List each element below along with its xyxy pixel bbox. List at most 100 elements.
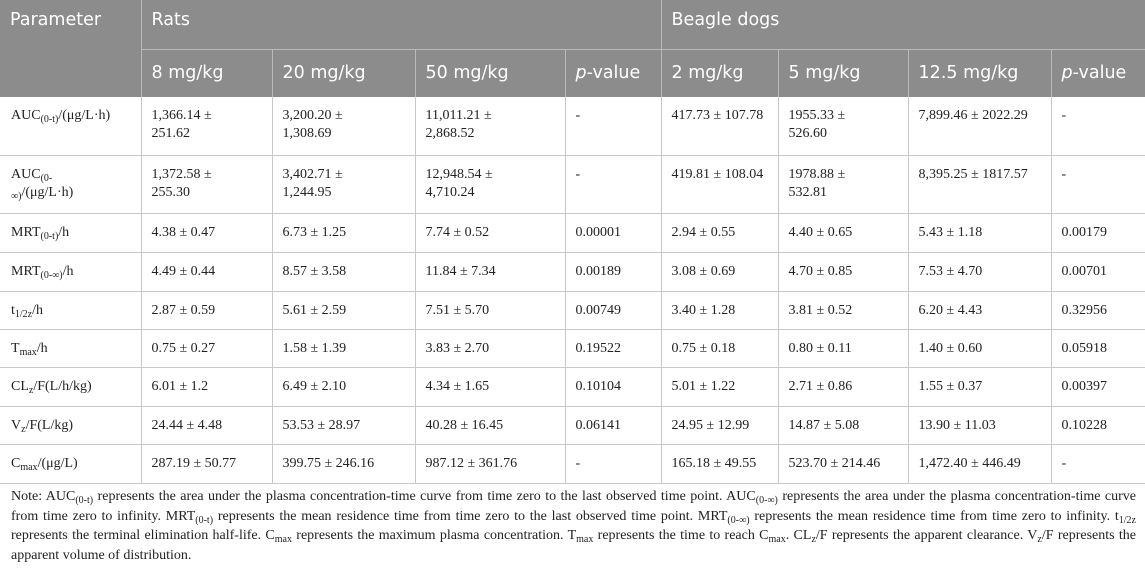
pvalue-cell: 0.00001	[565, 213, 662, 253]
value-cell: 987.12 ± 361.76	[415, 444, 566, 484]
table-row-half-life: t1/2z/h 2.87 ± 0.59 5.61 ± 2.59 7.51 ± 5…	[0, 291, 1145, 330]
value-cell: 3.81 ± 0.52	[778, 291, 909, 330]
value-cell: 24.44 ± 4.48	[141, 406, 273, 445]
table-row-mrt-0-inf: MRT(0-∞)/h 4.49 ± 0.44 8.57 ± 3.58 11.84…	[0, 252, 1145, 292]
value-cell: 4.38 ± 0.47	[141, 213, 273, 253]
pvalue-cell: 0.00749	[565, 291, 662, 330]
pvalue-suffix: -value	[1072, 62, 1127, 83]
pvalue-p: p	[575, 62, 587, 83]
pvalue-cell: 0.00397	[1051, 367, 1145, 407]
value-cell: 1,366.14 ±251.62	[141, 97, 273, 156]
pvalue-cell: -	[565, 155, 662, 214]
pvalue-cell: 0.00701	[1051, 252, 1145, 292]
value-cell: 165.18 ± 49.55	[661, 444, 779, 484]
dog-dose-header: 5 mg/kg	[778, 48, 909, 97]
value-cell: 2.94 ± 0.55	[661, 213, 779, 253]
value-cell: 1,372.58 ±255.30	[141, 155, 273, 214]
parameter-cell: MRT(0-∞)/h	[0, 252, 142, 292]
pvalue-cell: 0.00189	[565, 252, 662, 292]
value-cell: 4.70 ± 0.85	[778, 252, 909, 292]
value-cell: 5.01 ± 1.22	[661, 367, 779, 407]
value-cell: 3.83 ± 2.70	[415, 329, 566, 368]
dogs-group-header: Beagle dogs	[661, 0, 1145, 49]
value-cell: 8.57 ± 3.58	[272, 252, 416, 292]
pharmacokinetic-table: Parameter Rats Beagle dogs 8 mg/kg 20 mg…	[0, 0, 1145, 484]
value-cell: 6.73 ± 1.25	[272, 213, 416, 253]
value-cell: 4.40 ± 0.65	[778, 213, 909, 253]
value-cell: 7.51 ± 5.70	[415, 291, 566, 330]
value-cell: 53.53 ± 28.97	[272, 406, 416, 445]
value-cell: 287.19 ± 50.77	[141, 444, 273, 484]
value-cell: 40.28 ± 16.45	[415, 406, 566, 445]
pvalue-suffix: -value	[586, 62, 641, 83]
pvalue-cell: -	[1051, 97, 1145, 156]
rat-dose-header: 20 mg/kg	[272, 48, 416, 97]
value-cell: 11.84 ± 7.34	[415, 252, 566, 292]
parameter-cell: CLz/F(L/h/kg)	[0, 367, 142, 407]
table-row-volume: Vz/F(L/kg) 24.44 ± 4.48 53.53 ± 28.97 40…	[0, 406, 1145, 445]
value-cell: 0.75 ± 0.27	[141, 329, 273, 368]
value-cell: 3.08 ± 0.69	[661, 252, 779, 292]
value-cell: 7.53 ± 4.70	[908, 252, 1052, 292]
pvalue-cell: 0.10104	[565, 367, 662, 407]
value-cell: 399.75 ± 246.16	[272, 444, 416, 484]
value-cell: 3,402.71 ±1,244.95	[272, 155, 416, 214]
value-cell: 7.74 ± 0.52	[415, 213, 566, 253]
pvalue-cell: -	[565, 444, 662, 484]
value-cell: 2.87 ± 0.59	[141, 291, 273, 330]
value-cell: 1978.88 ±532.81	[778, 155, 909, 214]
value-cell: 13.90 ± 11.03	[908, 406, 1052, 445]
table-row-mrt-0-t: MRT(0-t)/h 4.38 ± 0.47 6.73 ± 1.25 7.74 …	[0, 213, 1145, 253]
dog-dose-header: 12.5 mg/kg	[908, 48, 1052, 97]
value-cell: 1.58 ± 1.39	[272, 329, 416, 368]
value-cell: 523.70 ± 214.46	[778, 444, 909, 484]
parameter-cell: Vz/F(L/kg)	[0, 406, 142, 445]
value-cell: 3.40 ± 1.28	[661, 291, 779, 330]
value-cell: 0.80 ± 0.11	[778, 329, 909, 368]
rat-pvalue-header: p-value	[565, 48, 662, 97]
value-cell: 2.71 ± 0.86	[778, 367, 909, 407]
pvalue-cell: -	[565, 97, 662, 156]
value-cell: 6.20 ± 4.43	[908, 291, 1052, 330]
parameter-cell: AUC(0-t)/(μg/L·h)	[0, 97, 142, 156]
parameter-cell: MRT(0-t)/h	[0, 213, 142, 253]
pvalue-cell: 0.19522	[565, 329, 662, 368]
pvalue-cell: 0.32956	[1051, 291, 1145, 330]
value-cell: 1,472.40 ± 446.49	[908, 444, 1052, 484]
value-cell: 5.43 ± 1.18	[908, 213, 1052, 253]
value-cell: 6.49 ± 2.10	[272, 367, 416, 407]
value-cell: 14.87 ± 5.08	[778, 406, 909, 445]
value-cell: 419.81 ± 108.04	[661, 155, 779, 214]
rat-dose-header: 8 mg/kg	[141, 48, 273, 97]
parameter-cell: Cmax/(μg/L)	[0, 444, 142, 484]
dog-dose-header: 2 mg/kg	[661, 48, 779, 97]
pvalue-cell: 0.00179	[1051, 213, 1145, 253]
pvalue-cell: 0.10228	[1051, 406, 1145, 445]
table-row-auc-0-inf: AUC(0- ∞)/(μg/L·h) 1,372.58 ±255.30 3,402…	[0, 155, 1145, 214]
parameter-cell: Tmax/h	[0, 329, 142, 368]
parameter-cell: t1/2z/h	[0, 291, 142, 330]
header-row-doses: 8 mg/kg 20 mg/kg 50 mg/kg p-value 2 mg/k…	[0, 48, 1145, 97]
value-cell: 24.95 ± 12.99	[661, 406, 779, 445]
pvalue-cell: -	[1051, 444, 1145, 484]
value-cell: 4.49 ± 0.44	[141, 252, 273, 292]
rat-dose-header: 50 mg/kg	[415, 48, 566, 97]
value-cell: 1955.33 ±526.60	[778, 97, 909, 156]
parameter-header: Parameter	[0, 0, 142, 97]
dog-pvalue-header: p-value	[1051, 48, 1145, 97]
value-cell: 6.01 ± 1.2	[141, 367, 273, 407]
table-footnote: Note: AUC(0-t) represents the area under…	[11, 489, 1136, 563]
parameter-cell: AUC(0- ∞)/(μg/L·h)	[0, 155, 142, 214]
pvalue-cell: 0.06141	[565, 406, 662, 445]
table-row-tmax: Tmax/h 0.75 ± 0.27 1.58 ± 1.39 3.83 ± 2.…	[0, 329, 1145, 368]
value-cell: 12,948.54 ±4,710.24	[415, 155, 566, 214]
table-row-cmax: Cmax/(μg/L) 287.19 ± 50.77 399.75 ± 246.…	[0, 444, 1145, 484]
value-cell: 1.40 ± 0.60	[908, 329, 1052, 368]
rats-group-header: Rats	[141, 0, 662, 49]
header-row-groups: Parameter Rats Beagle dogs	[0, 0, 1145, 97]
value-cell: 417.73 ± 107.78	[661, 97, 779, 156]
value-cell: 1.55 ± 0.37	[908, 367, 1052, 407]
value-cell: 11,011.21 ±2,868.52	[415, 97, 566, 156]
value-cell: 3,200.20 ±1,308.69	[272, 97, 416, 156]
value-cell: 7,899.46 ± 2022.29	[908, 97, 1052, 156]
